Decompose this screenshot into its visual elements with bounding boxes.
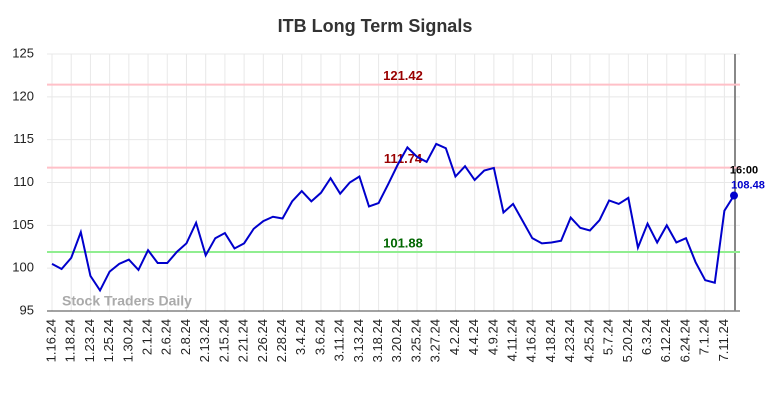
x-tick-label: 1.25.24 <box>101 319 116 362</box>
x-tick-label: 4.23.24 <box>562 319 577 362</box>
signal-label: 121.42 <box>383 68 423 83</box>
y-tick-label: 95 <box>20 302 34 317</box>
x-tick-label: 1.30.24 <box>120 319 135 362</box>
y-tick-label: 110 <box>13 174 34 189</box>
x-tick-label: 4.18.24 <box>543 319 558 362</box>
x-tick-label: 4.16.24 <box>524 319 539 362</box>
last-time-label: 16:00 <box>730 164 758 176</box>
price-line <box>51 142 735 293</box>
y-tick-label: 115 <box>13 131 34 146</box>
x-tick-label: 2.28.24 <box>274 319 289 362</box>
x-tick-label: 2.13.24 <box>197 319 212 362</box>
x-tick-label: 3.18.24 <box>370 319 385 362</box>
x-tick-label: 3.4.24 <box>293 319 308 355</box>
x-tick-label: 3.11.24 <box>332 319 347 361</box>
x-tick-label: 5.7.24 <box>601 319 616 355</box>
x-tick-label: 4.9.24 <box>485 319 500 355</box>
x-tick-label: 2.1.24 <box>139 319 154 355</box>
x-tick-label: 6.3.24 <box>639 319 654 355</box>
x-tick-label: 6.24.24 <box>677 319 692 362</box>
x-tick-label: 3.6.24 <box>312 319 327 355</box>
x-tick-label: 1.18.24 <box>63 319 78 362</box>
y-tick-label: 125 <box>12 45 34 60</box>
y-tick-label: 105 <box>12 217 34 232</box>
x-tick-label: 2.15.24 <box>216 319 231 362</box>
x-tick-label: 2.26.24 <box>255 319 270 362</box>
watermark: Stock Traders Daily <box>62 293 192 309</box>
last-value-label: 108.48 <box>731 179 765 191</box>
signal-label: 111.74 <box>384 151 423 166</box>
x-tick-label: 1.23.24 <box>82 319 97 362</box>
x-tick-label: 1.16.24 <box>43 319 58 362</box>
x-tick-label: 3.20.24 <box>389 319 404 362</box>
x-tick-label: 7.11.24 <box>716 319 731 361</box>
x-tick-label: 2.21.24 <box>236 319 251 362</box>
x-tick-label: 3.27.24 <box>428 319 443 362</box>
last-point <box>730 191 738 200</box>
x-tick-label: 2.8.24 <box>178 319 193 355</box>
x-tick-label: 4.4.24 <box>466 319 481 355</box>
chart-title: ITB Long Term Signals <box>278 16 473 36</box>
x-tick-label: 4.25.24 <box>581 319 596 362</box>
x-tick-label: 2.6.24 <box>159 319 174 355</box>
signal-label: 101.88 <box>383 235 423 250</box>
x-tick-label: 3.25.24 <box>408 319 423 362</box>
x-tick-label: 5.20.24 <box>620 319 635 362</box>
x-tick-label: 4.2.24 <box>447 319 462 355</box>
y-tick-label: 100 <box>12 260 34 275</box>
x-tick-label: 4.11.24 <box>505 319 520 361</box>
y-tick-label: 120 <box>12 88 34 103</box>
x-tick-label: 6.12.24 <box>658 319 673 362</box>
x-tick-label: 7.1.24 <box>697 319 712 355</box>
x-tick-label: 3.13.24 <box>351 319 366 362</box>
